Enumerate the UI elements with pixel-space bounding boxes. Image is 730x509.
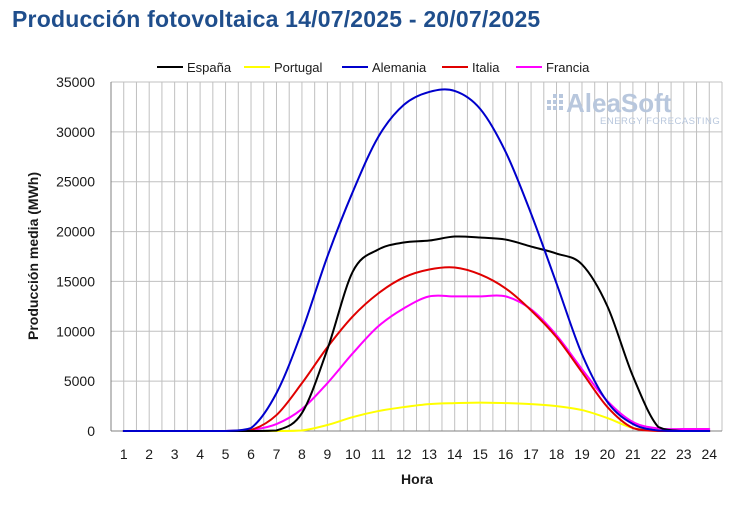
x-tick-label: 18 (549, 446, 565, 462)
x-tick-labels: 1 2 3 4 5 6 7 8 9 10 11 12 13 14 15 16 17 18 19 20 21 22 23 24 (120, 446, 717, 462)
x-tick-label: 17 (523, 446, 539, 462)
x-tick-label: 11 (371, 446, 386, 462)
x-tick-label: 14 (447, 446, 463, 462)
legend-label: Portugal (274, 60, 323, 75)
y-axis-label: Producción media (MWh) (25, 172, 41, 340)
y-tick-labels: 0 5000 10000 15000 20000 25000 30000 35000 (56, 74, 95, 439)
x-tick-label: 15 (472, 446, 488, 462)
logo-tagline: ENERGY FORECASTING (600, 116, 720, 127)
x-tick-label: 24 (701, 446, 717, 462)
x-tick-label: 5 (222, 446, 230, 462)
y-tick-label: 30000 (56, 124, 95, 140)
x-axis-label: Hora (401, 471, 433, 487)
legend-item-alemania: Alemania (342, 60, 427, 75)
legend-item-italia: Italia (442, 60, 500, 75)
y-tick-label: 5000 (64, 373, 95, 389)
x-tick-label: 9 (323, 446, 331, 462)
y-tick-label: 35000 (56, 74, 95, 90)
aleasoft-logo: AleaSoft ENERGY FORECASTING (547, 88, 720, 127)
x-tick-label: 4 (196, 446, 204, 462)
legend-label: Francia (546, 60, 590, 75)
x-tick-label: 6 (247, 446, 255, 462)
legend-label: Italia (472, 60, 500, 75)
legend-item-francia: Francia (516, 60, 590, 75)
x-tick-label: 16 (498, 446, 514, 462)
legend-item-españa: España (157, 60, 232, 75)
x-tick-label: 8 (298, 446, 306, 462)
x-tick-label: 2 (145, 446, 153, 462)
series-lines (122, 88, 711, 432)
y-tick-label: 20000 (56, 224, 95, 240)
x-tick-label: 1 (120, 446, 128, 462)
x-tick-label: 10 (345, 446, 361, 462)
logo-icon (547, 94, 563, 110)
x-tick-label: 3 (171, 446, 179, 462)
legend-label: Alemania (372, 60, 427, 75)
x-tick-label: 19 (574, 446, 590, 462)
x-tick-label: 20 (600, 446, 616, 462)
grid-lines (110, 81, 723, 432)
y-tick-label: 10000 (56, 323, 95, 339)
x-tick-label: 21 (625, 446, 641, 462)
chart-title: Producción fotovoltaica 14/07/2025 - 20/… (12, 6, 541, 32)
legend: España Portugal Alemania Italia Francia (157, 60, 590, 75)
logo-name: AleaSoft (566, 88, 672, 118)
series-line-alemania (122, 88, 711, 432)
y-tick-label: 0 (87, 423, 95, 439)
x-tick-label: 7 (273, 446, 281, 462)
x-tick-label: 22 (651, 446, 667, 462)
x-tick-label: 13 (421, 446, 437, 462)
x-tick-label: 23 (676, 446, 692, 462)
legend-item-portugal: Portugal (244, 60, 323, 75)
y-tick-label: 15000 (56, 273, 95, 289)
y-tick-label: 25000 (56, 174, 95, 190)
legend-label: España (187, 60, 232, 75)
x-tick-label: 12 (396, 446, 412, 462)
